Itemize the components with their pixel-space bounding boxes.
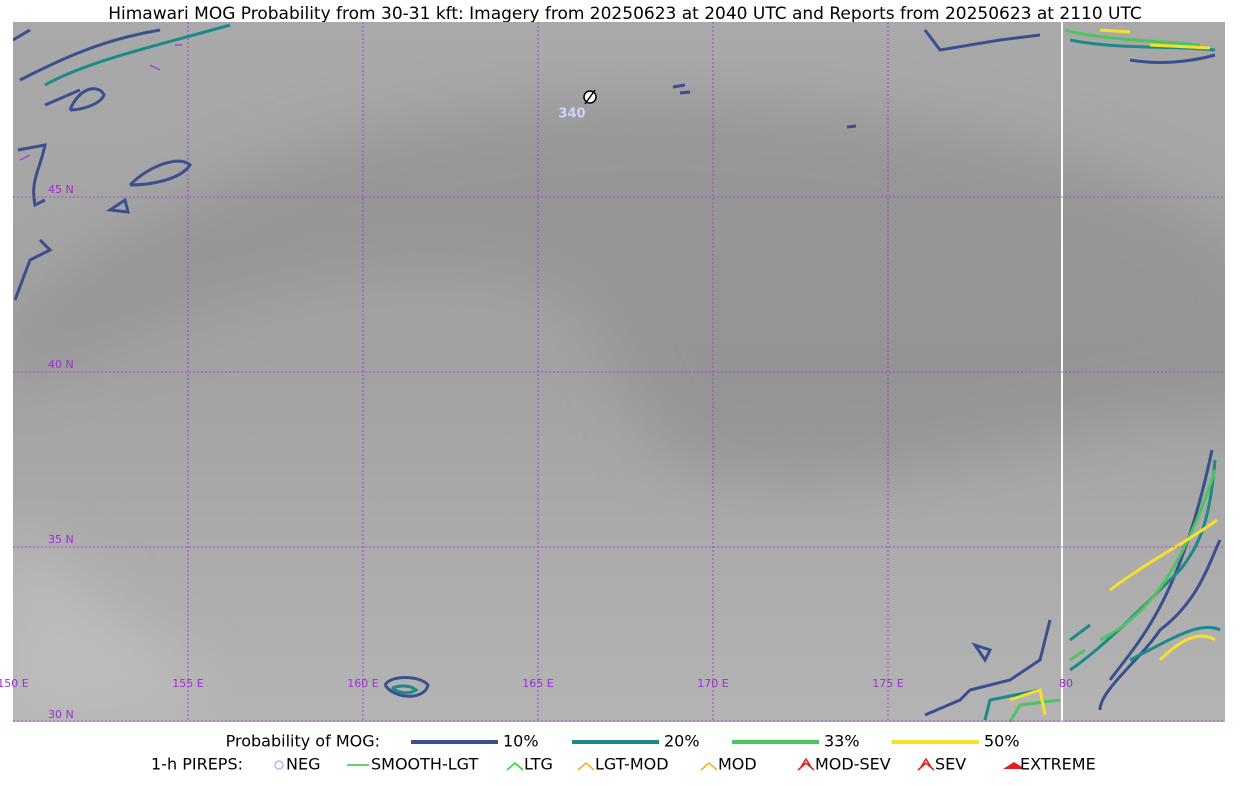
lon-label: 175 E [872, 677, 903, 690]
legend-label: MOD-SEV [815, 755, 891, 774]
cloud [13, 529, 220, 721]
lat-label: 45 N [48, 183, 74, 196]
legend-label: SEV [935, 755, 966, 774]
legend-symbol [700, 762, 718, 771]
legend: Probability of MOG: 1-h PIREPS: 10% 20% 33… [151, 732, 1096, 774]
lon-label: 170 E [697, 677, 728, 690]
legend-symbol [506, 762, 524, 771]
map-area: 340 [13, 22, 1225, 722]
legend-label: NEG [286, 755, 320, 774]
legend-symbol [274, 760, 284, 770]
pirep-report: 340 [558, 89, 597, 122]
lat-label: 40 N [48, 358, 74, 371]
graticule [13, 22, 1225, 722]
legend-label: MOD [718, 755, 757, 774]
dry-band [13, 99, 1225, 481]
legend-label: 20% [664, 732, 700, 751]
legend-title: Probability of MOG: [226, 732, 380, 751]
lon-label: 80 [1059, 677, 1073, 690]
legend-title: 1-h PIREPS: [151, 755, 243, 774]
pirep-neg-slash [584, 89, 596, 105]
legend-symbol [577, 762, 595, 771]
title: Himawari MOG Probability from 30-31 kft:… [108, 4, 1142, 24]
lat-label: 30 N [48, 708, 74, 721]
lon-label: 155 E [172, 677, 203, 690]
legend-label: LTG [524, 755, 553, 774]
legend-label: 50% [984, 732, 1020, 751]
legend-label: 10% [503, 732, 539, 751]
lon-label: 160 E [347, 677, 378, 690]
legend-symbol [917, 757, 935, 771]
legend-label: SMOOTH-LGT [371, 755, 478, 774]
lat-lon-labels: 45 N 40 N 35 N 30 N 150 E 155 E 160 E 165 E 170 … [0, 183, 1073, 721]
pirep-altitude: 340 [558, 107, 585, 122]
lat-label: 35 N [48, 533, 74, 546]
contours [13, 23, 1222, 722]
lon-label: 150 E [0, 677, 29, 690]
legend-symbol [797, 757, 815, 771]
legend-label: EXTREME [1020, 755, 1096, 774]
legend-symbol [1003, 762, 1025, 769]
legend-label: 33% [824, 732, 860, 751]
legend-label: LGT-MOD [595, 755, 669, 774]
lon-label: 165 E [522, 677, 553, 690]
